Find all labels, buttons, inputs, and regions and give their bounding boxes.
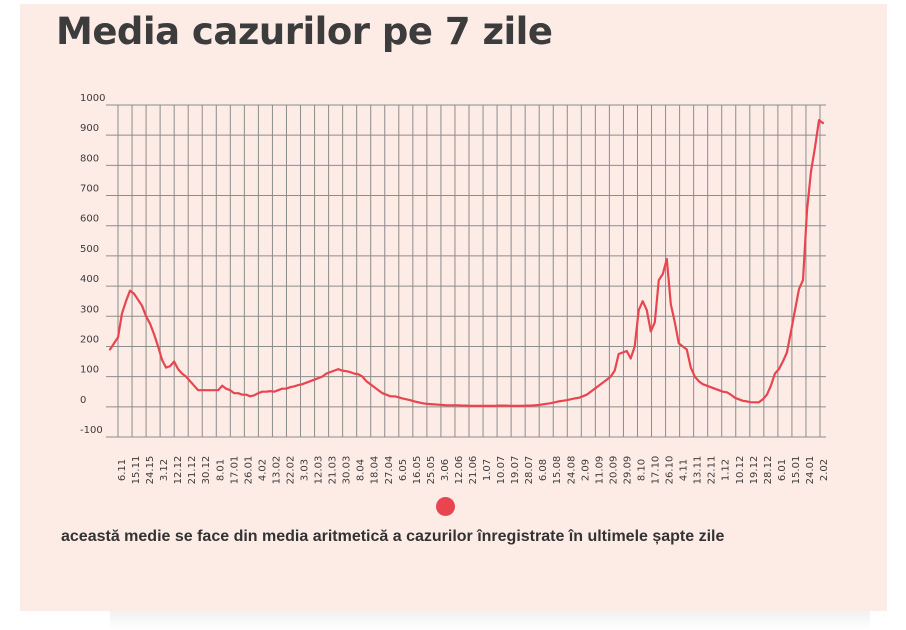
y-tick-label: 0 (80, 395, 86, 406)
y-tick-label: 400 (80, 274, 99, 285)
x-tick-label: 4.11 (679, 459, 690, 481)
x-tick-label: 30.03 (342, 456, 353, 485)
x-tick-label: 6.05 (398, 459, 409, 481)
x-tick-label: 6.01 (777, 459, 788, 481)
x-tick-label: 6.11 (117, 459, 128, 481)
x-tick-label: 12.06 (454, 456, 465, 485)
y-tick-label: 300 (80, 304, 99, 315)
x-tick-label: 18.04 (370, 456, 381, 485)
x-tick-label: 6.08 (538, 459, 549, 481)
x-tick-label: 20.09 (608, 456, 619, 485)
x-tick-label: 26.01 (243, 456, 254, 485)
x-tick-label: 26.10 (665, 456, 676, 485)
y-tick-label: 900 (80, 123, 99, 134)
x-tick-label: 28.07 (524, 456, 535, 485)
x-tick-label: 27.04 (384, 456, 395, 485)
x-tick-label: 8.10 (636, 459, 647, 481)
x-tick-label: 3.12 (159, 459, 170, 481)
x-tick-label: 24.15 (145, 456, 156, 485)
x-tick-label: 10.07 (496, 456, 507, 485)
x-tick-label: 8.04 (356, 459, 367, 481)
x-tick-label: 13.11 (693, 456, 704, 485)
x-tick-label: 21.03 (328, 456, 339, 485)
y-tick-label: 500 (80, 244, 99, 255)
x-tick-label: 1.07 (482, 459, 493, 481)
y-tick-label: 1000 (80, 93, 105, 104)
legend-dot-marker (436, 497, 455, 516)
y-tick-label: 800 (80, 153, 99, 164)
x-tick-label: 29.09 (622, 456, 633, 485)
x-tick-label: 15.11 (131, 456, 142, 485)
series-line (108, 118, 825, 407)
y-tick-label: 100 (80, 365, 99, 376)
x-tick-label: 30.12 (201, 456, 212, 485)
x-tick-label: 21.12 (187, 456, 198, 485)
y-tick-label: -100 (80, 425, 103, 436)
x-tick-label: 12.03 (314, 456, 325, 485)
x-tick-label: 3.03 (300, 459, 311, 481)
x-tick-label: 16.05 (412, 456, 423, 485)
y-tick-label: 700 (80, 184, 99, 195)
x-tick-label: 4.02 (257, 459, 268, 481)
x-tick-label: 2.09 (580, 459, 591, 481)
x-tick-label: 21.06 (468, 456, 479, 485)
x-tick-label: 13.02 (271, 456, 282, 485)
x-tick-label: 1.12 (721, 459, 732, 481)
x-tick-label: 8.01 (215, 459, 226, 481)
card-shadow (110, 611, 870, 630)
x-tick-label: 2.02 (819, 459, 830, 481)
y-tick-label: 600 (80, 214, 99, 225)
x-tick-label: 3.06 (440, 459, 451, 481)
chart-note: această medie se face din media aritmeti… (61, 528, 725, 545)
x-tick-label: 22.02 (285, 456, 296, 485)
y-tick-label: 200 (80, 334, 99, 345)
x-tick-label: 12.12 (173, 456, 184, 485)
x-tick-label: 19.07 (510, 456, 521, 485)
x-tick-label: 17.10 (651, 456, 662, 485)
x-tick-label: 24.01 (805, 456, 816, 485)
page-title: Media cazurilor pe 7 zile (56, 10, 553, 53)
x-tick-label: 22.11 (707, 456, 718, 485)
x-tick-label: 28.12 (763, 456, 774, 485)
x-tick-label: 25.05 (426, 456, 437, 485)
x-tick-label: 19.12 (749, 456, 760, 485)
x-tick-label: 24.08 (566, 456, 577, 485)
x-tick-label: 17.01 (229, 456, 240, 485)
x-tick-label: 15.01 (791, 456, 802, 485)
x-tick-label: 15.08 (552, 456, 563, 485)
x-tick-label: 11.09 (594, 456, 605, 485)
x-tick-label: 10.12 (735, 456, 746, 485)
